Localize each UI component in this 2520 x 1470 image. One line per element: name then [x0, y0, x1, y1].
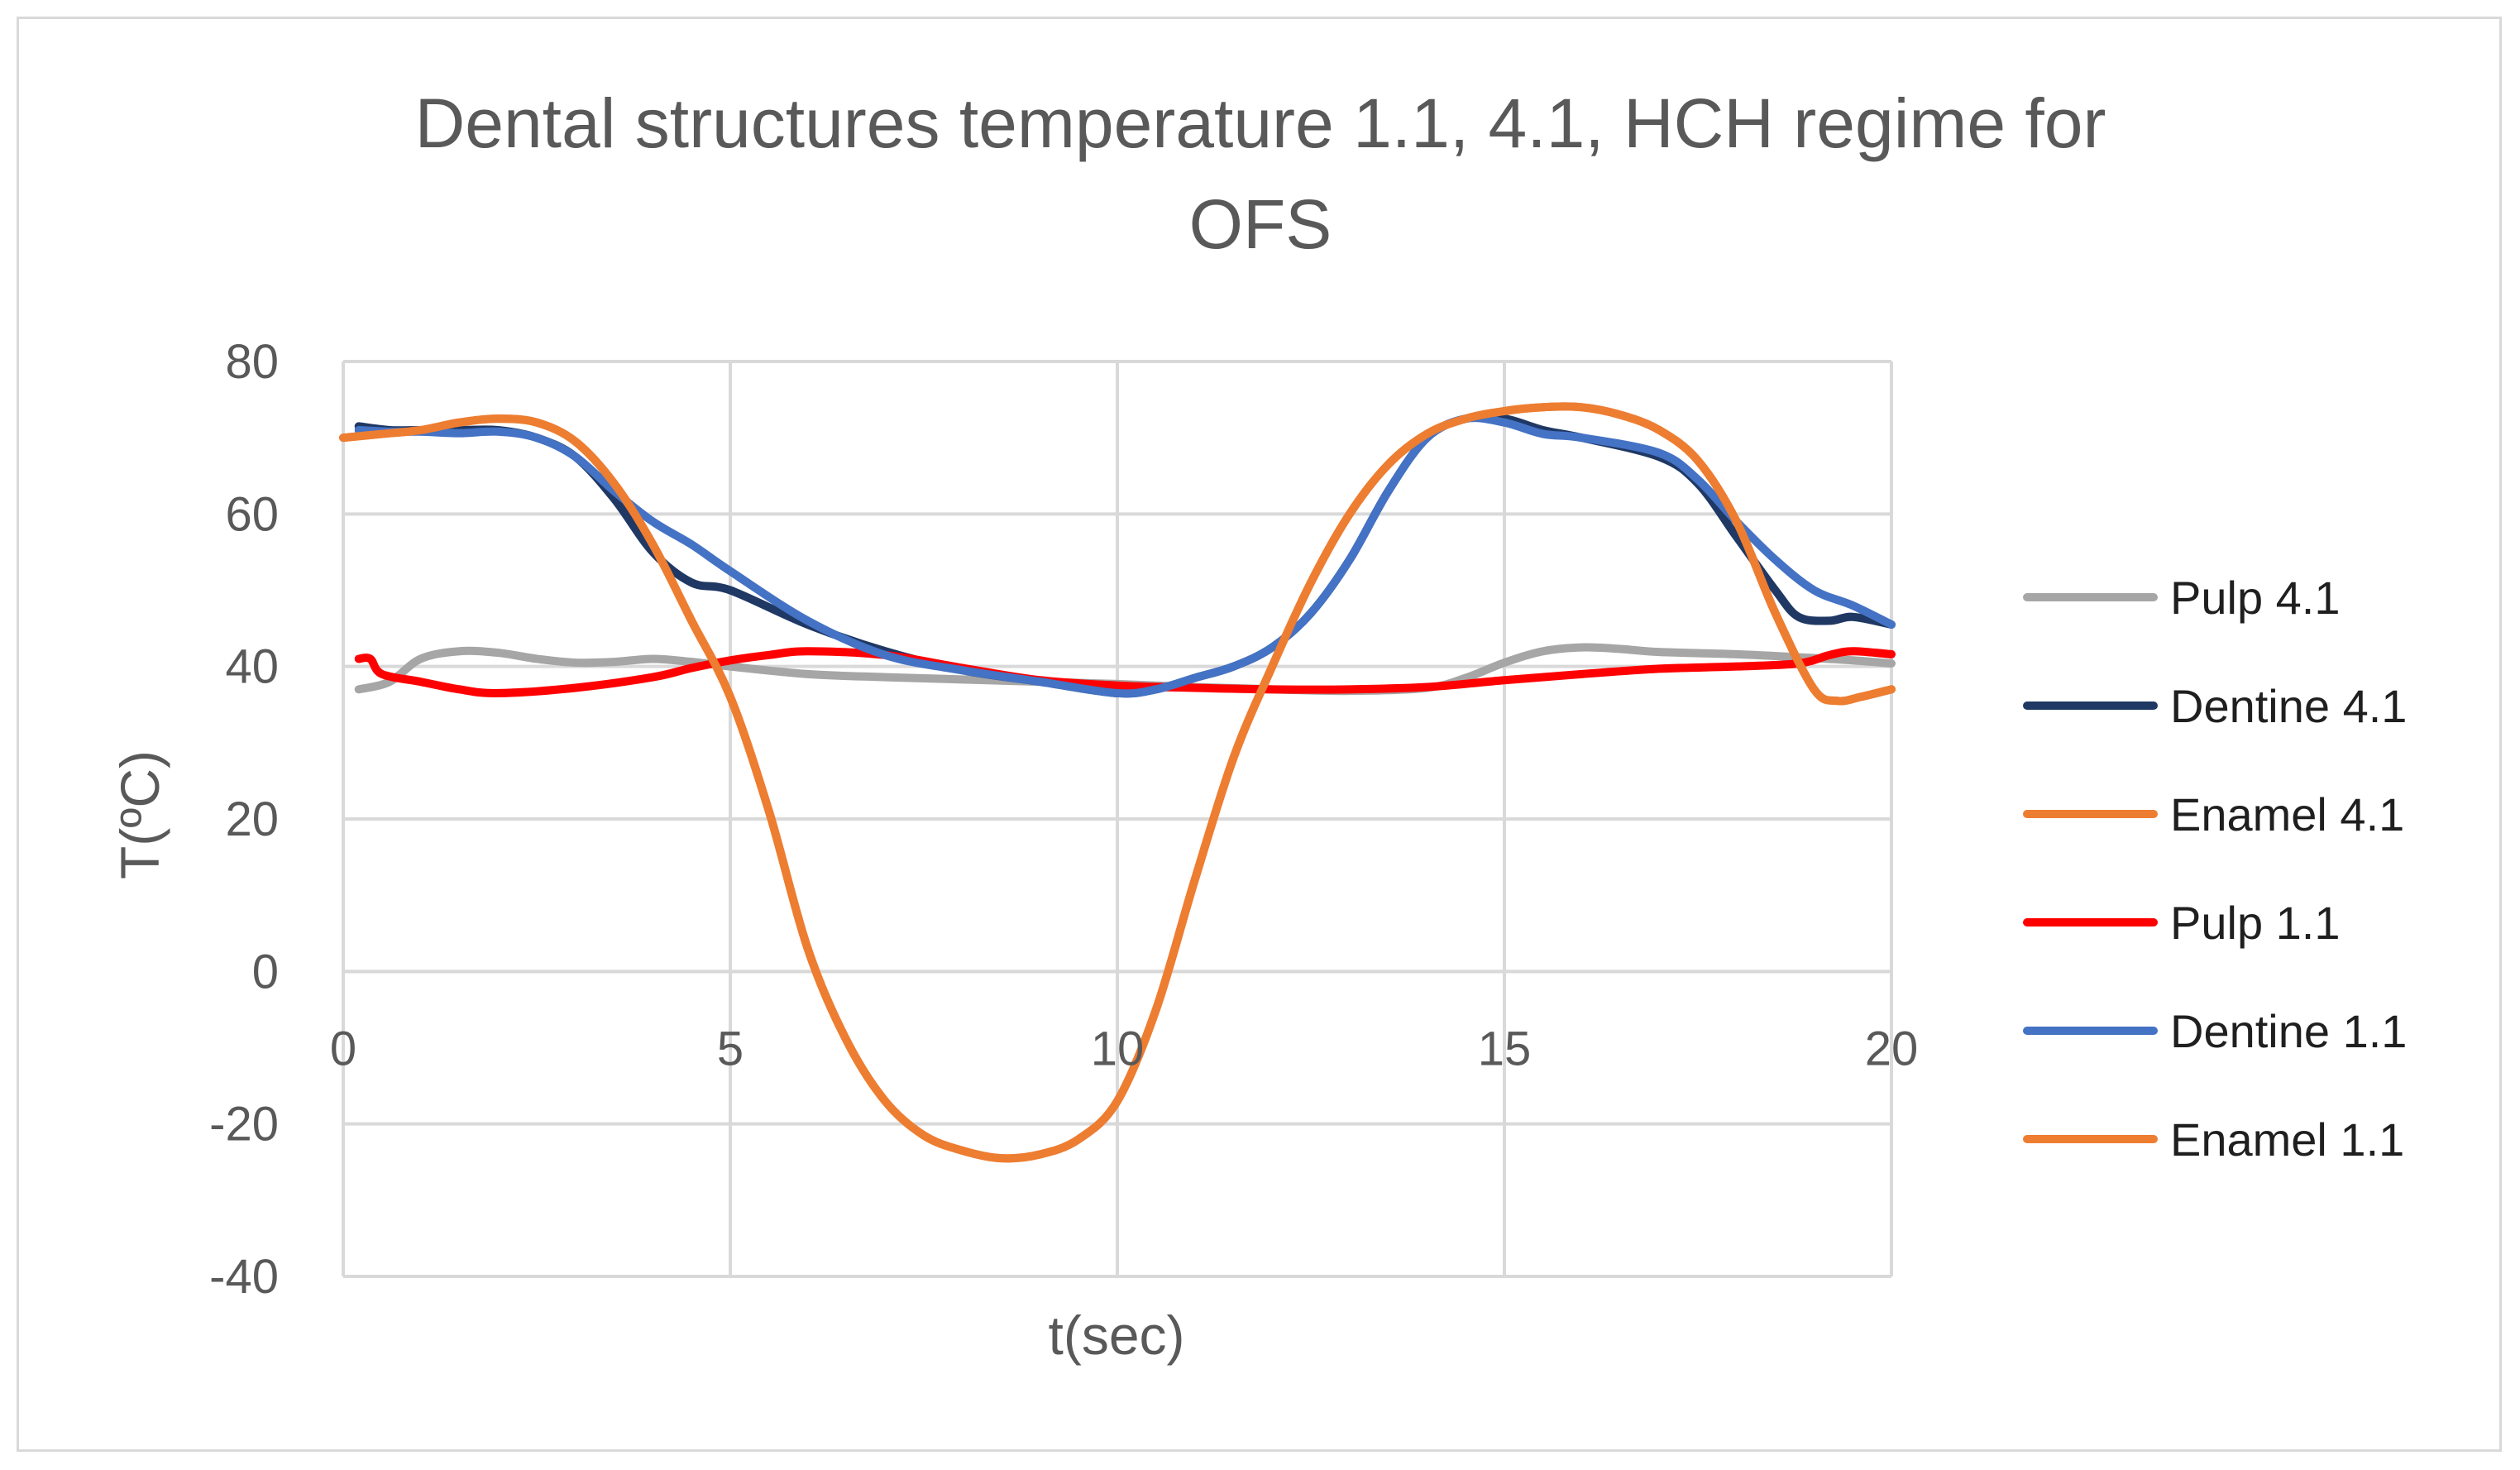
legend-label-enamel-4-1: Enamel 4.1 — [2170, 788, 2404, 840]
legend-label-dentine-1-1: Dentine 1.1 — [2170, 1005, 2407, 1057]
x-tick-label: 20 — [1865, 1022, 1919, 1075]
x-axis-title: t(sec) — [1049, 1305, 1185, 1366]
chart-title-line-1: Dental structures temperature 1.1, 4.1, … — [415, 84, 2106, 162]
x-tick-label: 0 — [330, 1022, 356, 1075]
x-tick-label: 5 — [717, 1022, 744, 1075]
y-axis-title: T(ºC) — [109, 750, 170, 879]
series-line-pulp-1-1 — [354, 647, 1896, 697]
chart-title-line-2: OFS — [1189, 185, 1332, 263]
y-tick-label: -40 — [209, 1250, 279, 1304]
legend-label-dentine-4-1: Dentine 4.1 — [2170, 680, 2407, 732]
legend-label-enamel-1-1: Enamel 1.1 — [2170, 1113, 2404, 1166]
legend: Pulp 4.1 Dentine 4.1 Enamel 4.1 Pulp 1.1 Den… — [2023, 572, 2407, 1166]
y-tick-label: 80 — [225, 335, 279, 389]
y-tick-label: -20 — [209, 1098, 279, 1152]
legend-label-pulp-4-1: Pulp 4.1 — [2170, 572, 2341, 624]
axes — [342, 362, 1891, 1276]
grid — [342, 360, 1893, 1278]
y-tick-label: 60 — [225, 487, 279, 541]
series-lines — [339, 402, 1896, 1163]
y-tick-label: 40 — [225, 640, 279, 694]
x-tick-label: 15 — [1478, 1022, 1532, 1075]
legend-label-pulp-1-1: Pulp 1.1 — [2170, 897, 2341, 949]
tick-labels: 80 60 40 20 0 -20 -40 0 5 10 15 20 — [209, 335, 1918, 1304]
series-line-enamel-1-1 — [339, 402, 1896, 1163]
x-tick-label: 10 — [1091, 1022, 1145, 1075]
chart-frame — [17, 17, 2502, 1452]
y-tick-label: 20 — [225, 792, 279, 846]
series-line-dentine-1-1 — [354, 414, 1896, 698]
y-tick-label: 0 — [252, 945, 279, 998]
